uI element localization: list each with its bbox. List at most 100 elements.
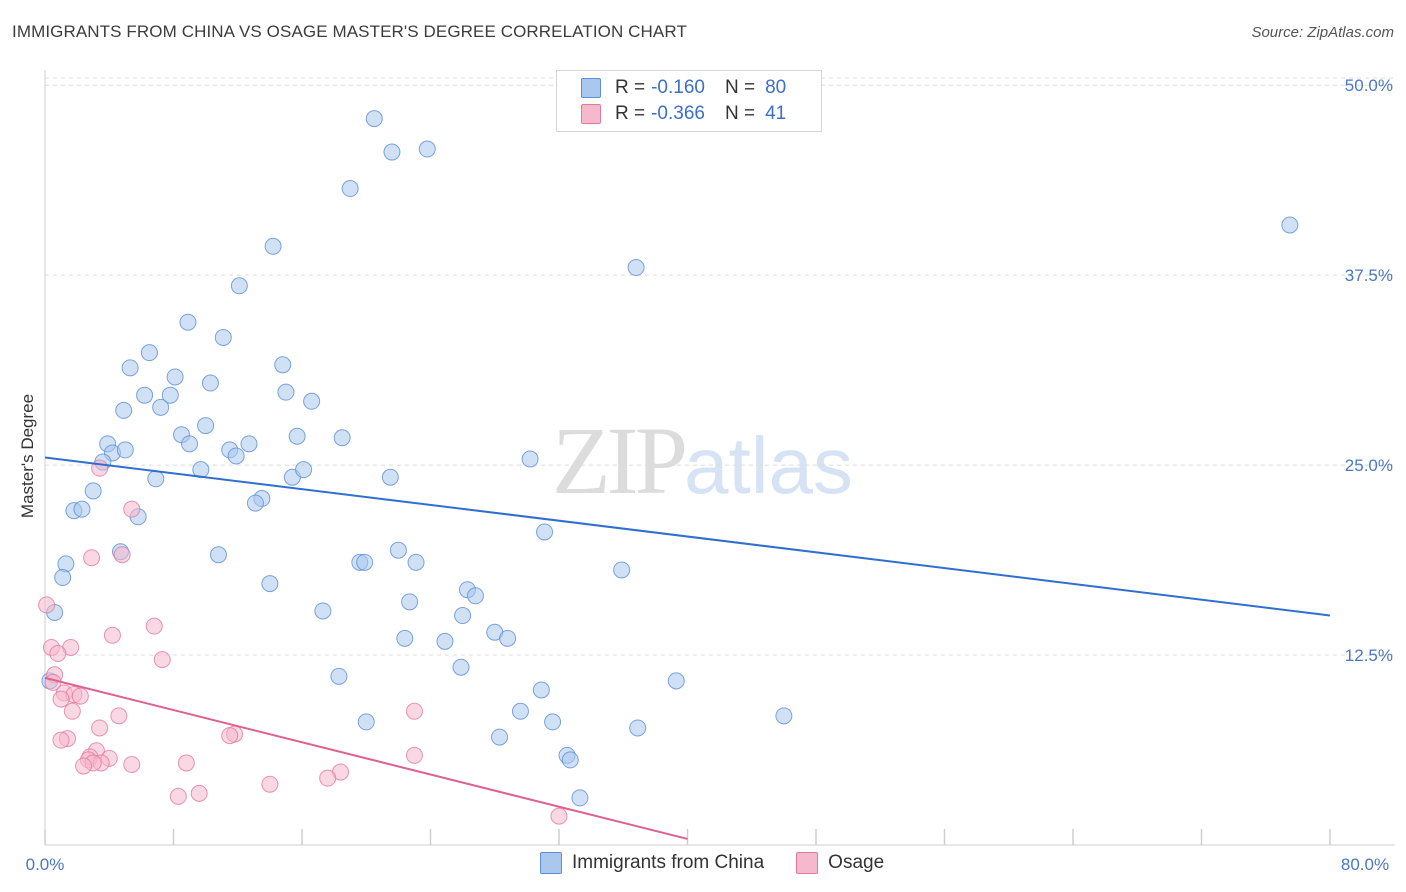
data-point-china [521,450,539,468]
x-tick-label: 80.0% [1341,855,1389,874]
data-point-china [54,569,72,587]
data-point-osage [49,645,67,663]
data-point-china [775,707,793,725]
data-point-osage [91,719,109,737]
data-point-china [536,523,554,541]
data-point-china [571,789,589,807]
data-point-china [357,713,375,731]
data-point-china [181,435,199,453]
legend-label-china: Immigrants from China [572,852,765,873]
data-point-china [197,417,215,435]
data-point-china [667,672,685,690]
data-point-osage [405,746,423,764]
data-point-china [140,344,158,362]
stats-legend: R = -0.160 N = 80 R = -0.366 N = 41 [556,70,822,132]
legend-row-china: R = -0.160 N = 80 [581,75,786,101]
data-point-china [201,374,219,392]
legend-r-value: -0.160 [651,77,705,98]
y-tick-label: 37.5% [1345,266,1393,285]
data-point-china [246,494,264,512]
data-point-china [161,386,179,404]
legend-swatch-china [540,852,562,874]
data-point-china [288,427,306,445]
data-point-osage [63,702,81,720]
watermark-zip: ZIP [552,407,688,514]
data-point-osage [75,757,93,775]
legend-r-value: -0.366 [651,103,705,124]
data-point-china [511,702,529,720]
data-point-osage [221,727,239,745]
data-point-china [209,546,227,564]
data-point-china [544,713,562,731]
data-point-china [84,482,102,500]
trend-line-osage [44,676,688,840]
data-point-china [407,553,425,571]
data-point-china [240,435,258,453]
data-point-osage [113,546,131,564]
data-point-osage [38,596,56,614]
data-point-osage [169,787,187,805]
data-point-china [454,607,472,625]
data-point-china [295,461,313,479]
trend-line-china [44,456,1331,617]
data-point-china [356,553,374,571]
data-point-osage [110,707,128,725]
data-point-china [152,398,170,416]
data-point-china [179,313,197,331]
data-point-china [396,629,414,647]
data-point-china [147,470,165,488]
data-point-china [303,392,321,410]
data-point-china [499,629,517,647]
data-point-china [166,368,184,386]
data-point-osage [52,690,70,708]
data-point-china [452,658,470,676]
legend-r-label: R = [615,103,646,124]
series-legend: Immigrants from China Osage [540,852,916,874]
data-point-china [1281,216,1299,234]
legend-n-value: 41 [765,103,787,124]
data-point-china [121,359,139,377]
data-point-osage [261,775,279,793]
data-point-china [333,429,351,447]
legend-n-value: 80 [765,77,787,98]
legend-swatch-osage [796,852,819,874]
legend-item-china[interactable]: Immigrants from China [540,852,764,874]
data-point-china [401,593,419,611]
data-point-china [341,180,359,198]
data-point-osage [71,687,89,705]
x-tick-label: 0.0% [26,855,65,874]
data-point-osage [123,500,141,518]
data-point-china [613,561,631,579]
data-point-osage [550,807,568,825]
data-point-osage [190,784,208,802]
y-tick-label: 12.5% [1345,646,1393,665]
legend-n-label: N = [724,77,756,98]
data-point-china [532,681,550,699]
data-point-osage [83,549,101,567]
data-point-china [261,575,279,593]
legend-r-label: R = [615,77,646,98]
data-point-osage [405,702,423,720]
legend-item-osage[interactable]: Osage [796,852,884,874]
data-point-china [277,383,295,401]
source-label: Source: ZipAtlas.com [1251,24,1394,41]
data-point-china [436,632,454,650]
data-point-china [561,751,579,769]
data-point-china [230,277,248,295]
data-point-china [383,143,401,161]
data-point-china [627,259,645,277]
data-point-china [227,447,245,465]
data-point-china [115,401,133,419]
data-point-china [389,541,407,559]
data-point-china [381,468,399,486]
data-point-china [274,356,292,374]
legend-swatch-china [581,78,601,98]
data-point-osage [145,617,163,635]
data-point-china [314,602,332,620]
legend-label-osage: Osage [828,852,885,873]
chart-title: IMMIGRANTS FROM CHINA VS OSAGE MASTER'S … [12,22,687,41]
data-point-china [116,441,134,459]
legend-n-label: N = [724,103,756,124]
legend-row-osage: R = -0.366 N = 41 [581,101,786,127]
